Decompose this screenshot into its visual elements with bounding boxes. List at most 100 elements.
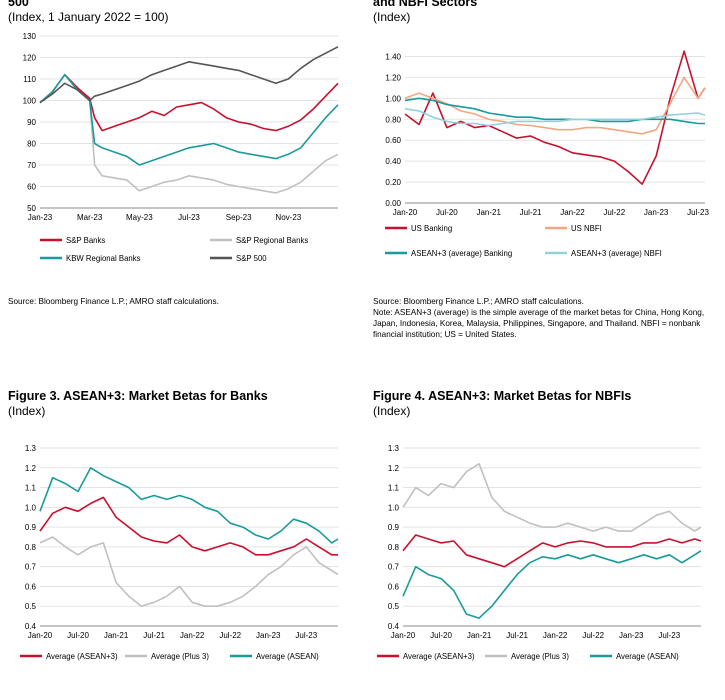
legend-label: S&P 500 <box>236 254 267 263</box>
x-tick-label: Jan-21 <box>476 208 501 217</box>
x-tick-label: Jan-23 <box>256 631 281 640</box>
x-tick-label: Jul-22 <box>219 631 241 640</box>
y-tick-label: 0.6 <box>25 582 37 591</box>
x-tick-label: Jan-21 <box>104 631 129 640</box>
x-tick-label: Jan-23 <box>28 213 53 222</box>
y-tick-label: 0.4 <box>25 622 37 631</box>
y-tick-label: 0.20 <box>385 178 401 187</box>
x-tick-label: Jul-21 <box>520 208 542 217</box>
series-line-2 <box>402 550 702 619</box>
x-tick-label: Jan-23 <box>644 208 669 217</box>
y-tick-label: 0.9 <box>25 523 37 532</box>
x-tick-label: Jul-22 <box>582 631 604 640</box>
figure1-title: 500 <box>8 0 29 9</box>
series-line-2 <box>404 97 705 125</box>
x-tick-label: Sep-23 <box>226 213 252 222</box>
legend-label: KBW Regional Banks <box>66 254 141 263</box>
x-tick-label: Jul-23 <box>687 208 709 217</box>
y-tick-label: 110 <box>23 75 36 84</box>
y-tick-label: 1.40 <box>385 52 401 61</box>
x-tick-label: Jul-23 <box>295 631 317 640</box>
legend-label: Average (ASEAN) <box>616 652 679 661</box>
series-line-0 <box>402 534 702 568</box>
figure3-subtitle: (Index) <box>8 404 46 418</box>
figure4-subtitle: (Index) <box>373 404 411 418</box>
legend-label: ASEAN+3 (average) Banking <box>411 249 512 258</box>
series-line-2 <box>39 466 339 544</box>
figure2-chart: 0.00 0.20 0.40 0.60 0.80 1.00 1.20 1.40 Jan-20 Ju… <box>385 50 709 258</box>
legend-label: Average (ASEAN+3) <box>403 652 475 661</box>
x-tick-label: Jan-22 <box>543 631 568 640</box>
x-tick-label: Jan-20 <box>393 208 418 217</box>
legend-label: Average (Plus 3) <box>511 652 569 661</box>
y-tick-label: 0.5 <box>388 602 400 611</box>
y-tick-label: 120 <box>23 54 37 63</box>
figure3-chart: 0.4 0.5 0.6 0.7 0.8 0.9 1.0 1.1 1.2 1.3 Jan-20 Jul-… <box>20 444 339 661</box>
y-tick-label: 60 <box>27 183 36 192</box>
series-line-1 <box>39 536 339 607</box>
legend-label: Average (Plus 3) <box>151 652 209 661</box>
x-tick-label: Jul-22 <box>603 208 625 217</box>
series-line-2 <box>39 73 339 166</box>
y-tick-label: 1.20 <box>385 73 401 82</box>
series-line-3 <box>404 108 706 127</box>
x-tick-label: Jul-20 <box>436 208 458 217</box>
y-tick-label: 1.1 <box>388 484 400 493</box>
y-tick-label: 1.1 <box>25 484 37 493</box>
x-tick-label: May-23 <box>126 213 153 222</box>
x-tick-label: Jul-20 <box>430 631 452 640</box>
x-tick-label: Jan-21 <box>467 631 492 640</box>
series-line-3 <box>39 46 339 104</box>
x-tick-label: Jul-23 <box>658 631 680 640</box>
y-tick-label: 0.5 <box>25 602 37 611</box>
figure4-chart: 0.4 0.5 0.6 0.7 0.8 0.9 1.0 1.1 1.2 1.3 Jan-20 Jul-… <box>377 444 702 661</box>
x-tick-label: Jul-20 <box>67 631 89 640</box>
series-line-1 <box>402 462 702 532</box>
y-tick-label: 1.0 <box>388 503 400 512</box>
figure1-subtitle: (Index, 1 January 2022 = 100) <box>8 10 169 24</box>
y-tick-label: 80 <box>27 140 36 149</box>
x-tick-label: Jul-21 <box>143 631 165 640</box>
x-tick-label: Jan-20 <box>28 631 53 640</box>
figure2-note: Note: ASEAN+3 (average) is the simple av… <box>373 308 705 339</box>
x-tick-label: Nov-23 <box>275 213 301 222</box>
y-tick-label: 1.0 <box>25 503 37 512</box>
y-tick-label: 0.9 <box>388 523 400 532</box>
x-tick-label: Jul-23 <box>178 213 200 222</box>
x-tick-label: Jan-23 <box>619 631 644 640</box>
y-tick-label: 130 <box>23 32 37 41</box>
y-tick-label: 1.3 <box>388 444 400 453</box>
legend-label: S&P Banks <box>66 236 105 245</box>
y-tick-label: 0.7 <box>388 563 400 572</box>
figure4-title: Figure 4. ASEAN+3: Market Betas for NBFI… <box>373 389 632 403</box>
y-tick-label: 0.7 <box>25 563 37 572</box>
y-tick-label: 0.8 <box>388 543 400 552</box>
y-tick-label: 50 <box>27 204 36 213</box>
x-tick-label: Jul-21 <box>506 631 528 640</box>
legend-label: ASEAN+3 (average) NBFI <box>571 249 662 258</box>
figure2-subtitle: (Index) <box>373 10 411 24</box>
y-tick-label: 1.00 <box>385 94 401 103</box>
x-tick-label: Jan-22 <box>560 208 585 217</box>
y-tick-label: 70 <box>27 161 36 170</box>
x-tick-label: Jan-20 <box>391 631 416 640</box>
y-tick-label: 0.00 <box>385 199 401 208</box>
legend-label: Average (ASEAN+3) <box>46 652 118 661</box>
series-line-0 <box>404 50 706 185</box>
figure1-chart: 50 60 70 80 90 100 110 120 130 Jan-23 Mar-23 May-23… <box>23 32 339 263</box>
series-line-0 <box>39 496 338 556</box>
x-tick-label: Jan-22 <box>180 631 205 640</box>
legend-label: US NBFI <box>571 224 602 233</box>
y-tick-label: 0.60 <box>385 136 401 145</box>
figure2-source: Source: Bloomberg Finance L.P.; AMRO sta… <box>373 297 584 306</box>
figure3-title: Figure 3. ASEAN+3: Market Betas for Bank… <box>8 389 268 403</box>
y-tick-label: 1.3 <box>25 444 37 453</box>
y-tick-label: 100 <box>23 97 37 106</box>
series-line-1 <box>39 73 339 194</box>
figure1-source: Source: Bloomberg Finance L.P.; AMRO sta… <box>8 297 219 306</box>
y-tick-label: 0.4 <box>388 622 400 631</box>
legend-label: US Banking <box>411 224 452 233</box>
y-tick-label: 1.2 <box>25 464 37 473</box>
series-line-1 <box>404 76 706 135</box>
x-tick-label: Mar-23 <box>77 213 103 222</box>
